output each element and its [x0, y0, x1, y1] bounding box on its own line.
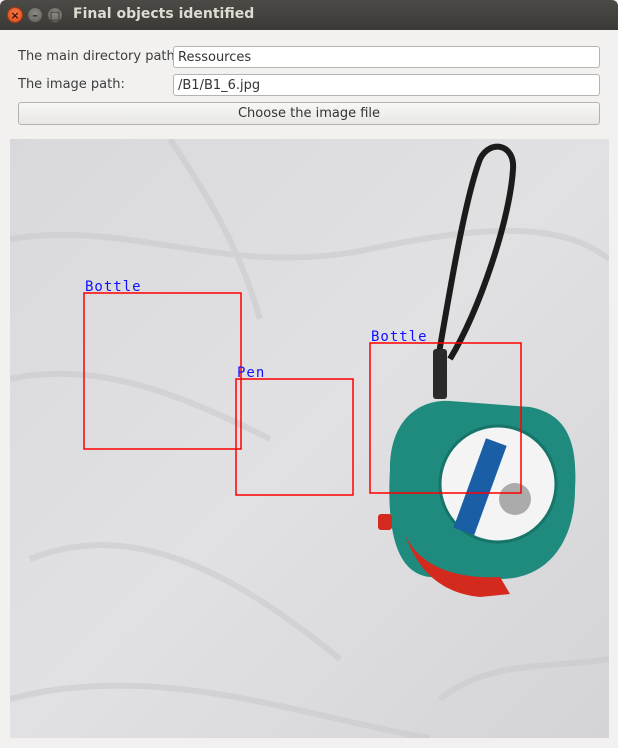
tape-measure [378, 400, 576, 597]
detection-label: Pen [237, 365, 265, 381]
detection-box [235, 378, 354, 496]
directory-path-input[interactable] [173, 46, 600, 68]
window-title: Final objects identified [73, 6, 255, 22]
lanyard-strap [435, 143, 517, 361]
detection-box [83, 292, 242, 450]
image-viewer: Bottle Pen Bottle [10, 139, 609, 738]
lanyard-clip [433, 349, 447, 399]
detection-box [369, 342, 522, 494]
detection-label: Bottle [85, 279, 142, 295]
image-path-label: The image path: [18, 77, 125, 92]
close-icon[interactable]: × [7, 7, 23, 23]
image-path-input[interactable] [173, 74, 600, 96]
minimize-icon[interactable]: – [27, 7, 43, 23]
annotated-photo: Bottle Pen Bottle [10, 139, 609, 738]
directory-label: The main directory path: [18, 49, 180, 64]
fabric-wrinkles [10, 139, 609, 738]
maximize-icon[interactable]: □ [47, 7, 63, 23]
choose-image-button[interactable]: Choose the image file [18, 102, 600, 125]
detection-label: Bottle [371, 329, 428, 345]
title-bar: × – □ Final objects identified [0, 0, 618, 30]
